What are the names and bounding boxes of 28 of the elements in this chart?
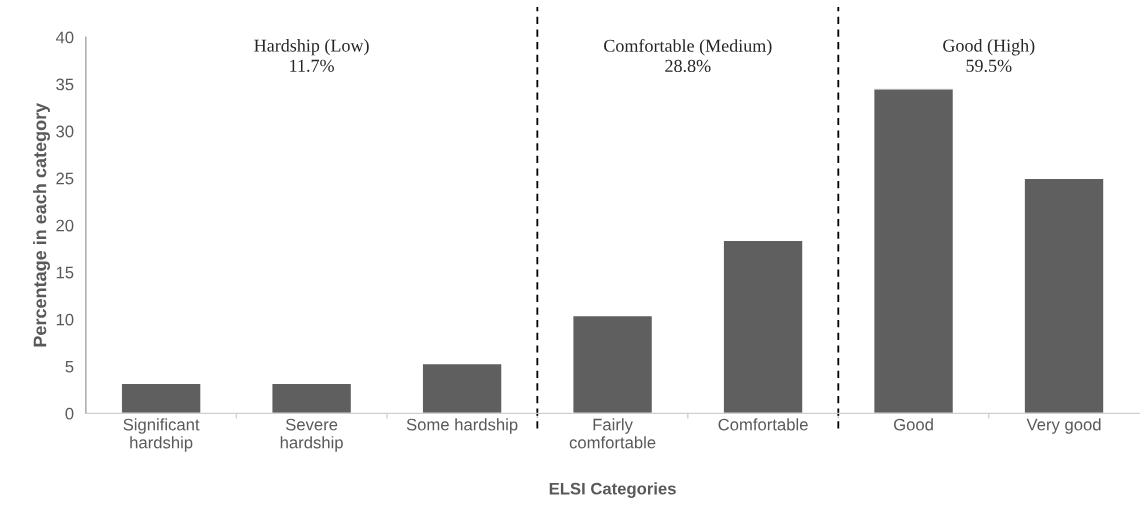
y-tick-label: 10 [56, 313, 74, 326]
x-tick-label: Comfortable [718, 418, 808, 431]
y-axis-title: Percentage in each category [33, 102, 50, 347]
x-tick-label: Significant hardship [123, 418, 200, 452]
bar [872, 88, 955, 414]
annotation: Good (High) 59.5% [943, 38, 1035, 72]
y-tick-label: 0 [65, 407, 74, 420]
bar [271, 382, 353, 414]
y-tick-label: 20 [56, 219, 74, 232]
y-tick-label: 15 [56, 266, 74, 279]
y-tick-label: 35 [56, 78, 74, 91]
y-tick-label: 25 [56, 172, 74, 185]
annotation: Comfortable (Medium) 28.8% [604, 38, 772, 73]
x-tick-label: Very good [1026, 418, 1101, 434]
x-tick-label: Severe hardship [280, 418, 343, 452]
bar [722, 239, 804, 414]
x-tick-label: Good [894, 418, 933, 431]
y-tick-label: 30 [56, 125, 74, 138]
bar [421, 362, 503, 414]
bar [1023, 177, 1105, 414]
x-axis-title: ELSI Categories [549, 482, 676, 498]
x-tick-label: Fairly comfortable [569, 418, 656, 449]
y-tick-label: 40 [55, 31, 74, 44]
bar [572, 314, 654, 414]
y-tick-label: 5 [65, 360, 74, 373]
bar [120, 382, 202, 414]
annotation: Hardship (Low) 11.7% [254, 38, 369, 72]
x-tick-label: Some hardship [406, 418, 518, 434]
